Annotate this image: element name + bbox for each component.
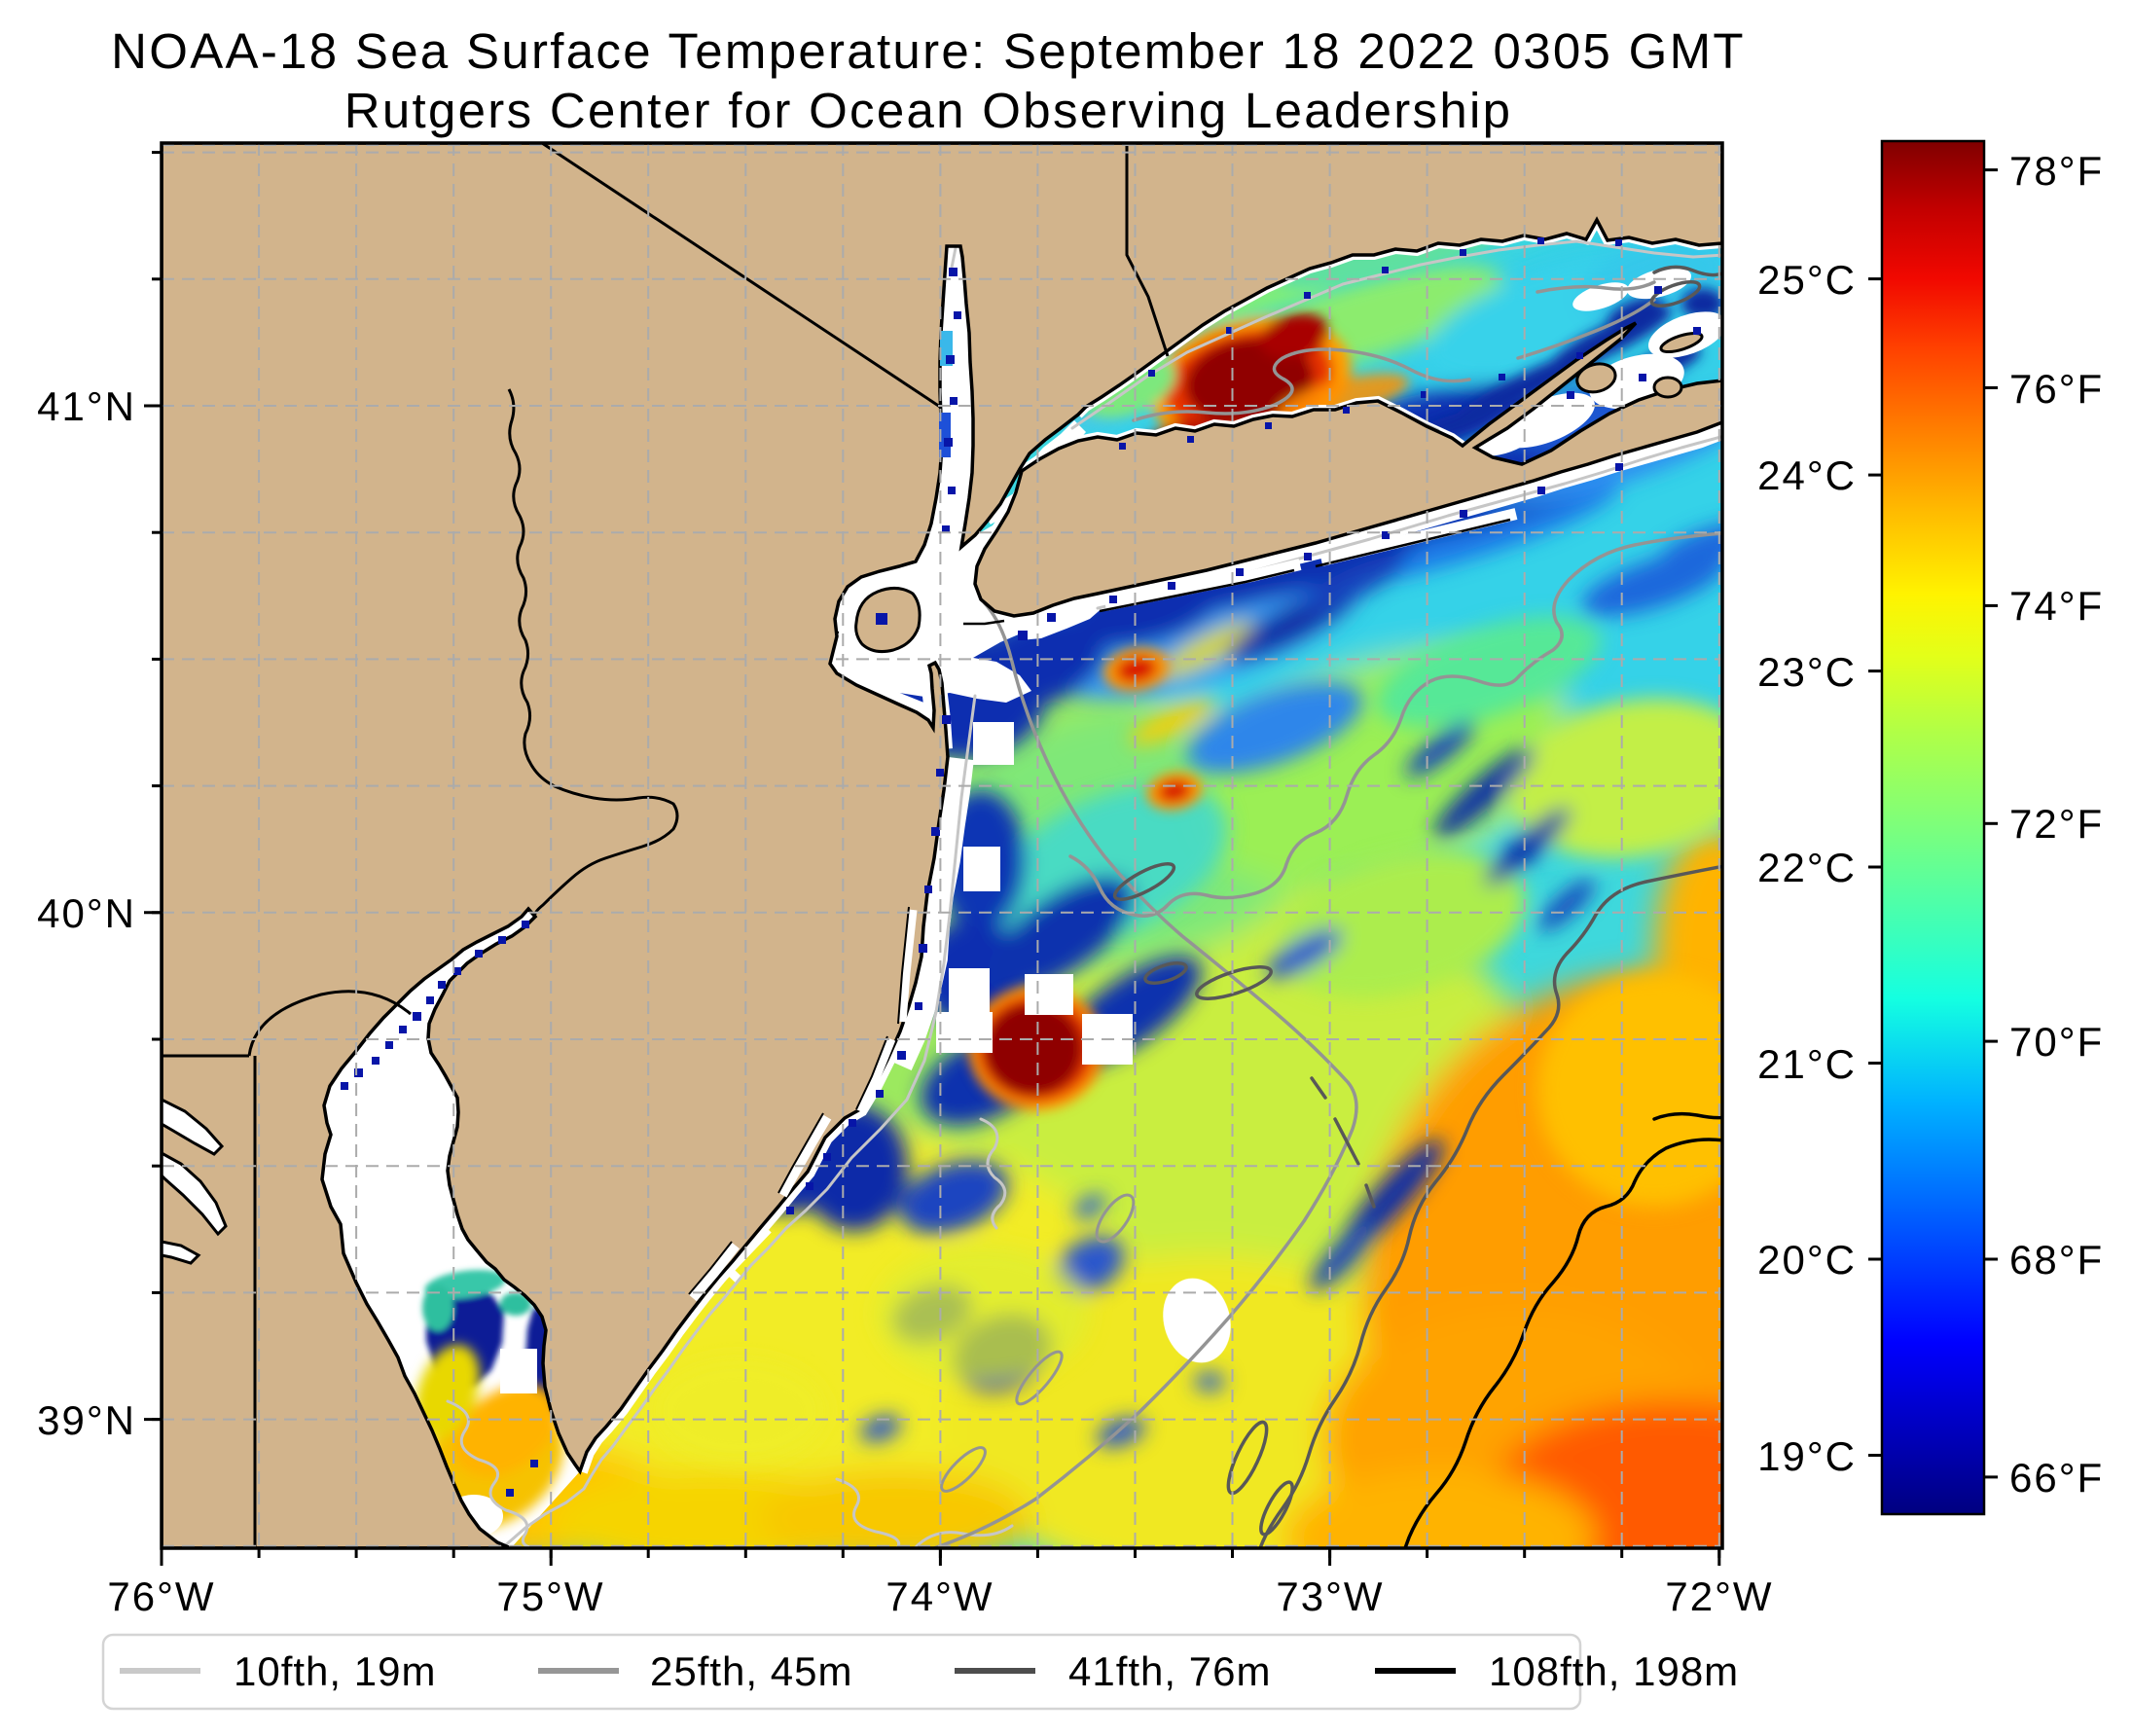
svg-text:23°C: 23°C [1757,649,1857,695]
svg-text:20°C: 20°C [1757,1237,1857,1283]
svg-text:10fth, 19m: 10fth, 19m [234,1648,436,1694]
svg-text:21°C: 21°C [1757,1041,1857,1087]
svg-text:25fth, 45m: 25fth, 45m [650,1648,852,1694]
svg-text:24°C: 24°C [1757,452,1857,498]
svg-text:73°W: 73°W [1276,1573,1384,1619]
svg-text:41fth, 76m: 41fth, 76m [1068,1648,1271,1694]
svg-text:NOAA-18 Sea Surface Temperatur: NOAA-18 Sea Surface Temperature: Septemb… [111,23,1746,79]
svg-text:76°F: 76°F [2009,366,2104,412]
svg-text:39°N: 39°N [37,1397,136,1443]
svg-text:41°N: 41°N [37,383,136,429]
svg-text:25°C: 25°C [1757,257,1857,303]
svg-text:78°F: 78°F [2009,148,2104,194]
svg-text:70°F: 70°F [2009,1019,2104,1065]
svg-text:22°C: 22°C [1757,845,1857,890]
svg-text:40°N: 40°N [37,890,136,936]
svg-text:76°W: 76°W [107,1573,215,1619]
svg-text:72°W: 72°W [1665,1573,1773,1619]
svg-text:75°W: 75°W [496,1573,604,1619]
svg-text:68°F: 68°F [2009,1237,2104,1283]
svg-text:74°W: 74°W [885,1573,994,1619]
svg-text:Rutgers Center for Ocean Obser: Rutgers Center for Ocean Observing Leade… [344,83,1513,138]
svg-text:74°F: 74°F [2009,583,2104,629]
svg-text:66°F: 66°F [2009,1455,2104,1501]
svg-text:19°C: 19°C [1757,1433,1857,1479]
svg-text:72°F: 72°F [2009,801,2104,847]
svg-text:108fth, 198m: 108fth, 198m [1489,1648,1739,1694]
